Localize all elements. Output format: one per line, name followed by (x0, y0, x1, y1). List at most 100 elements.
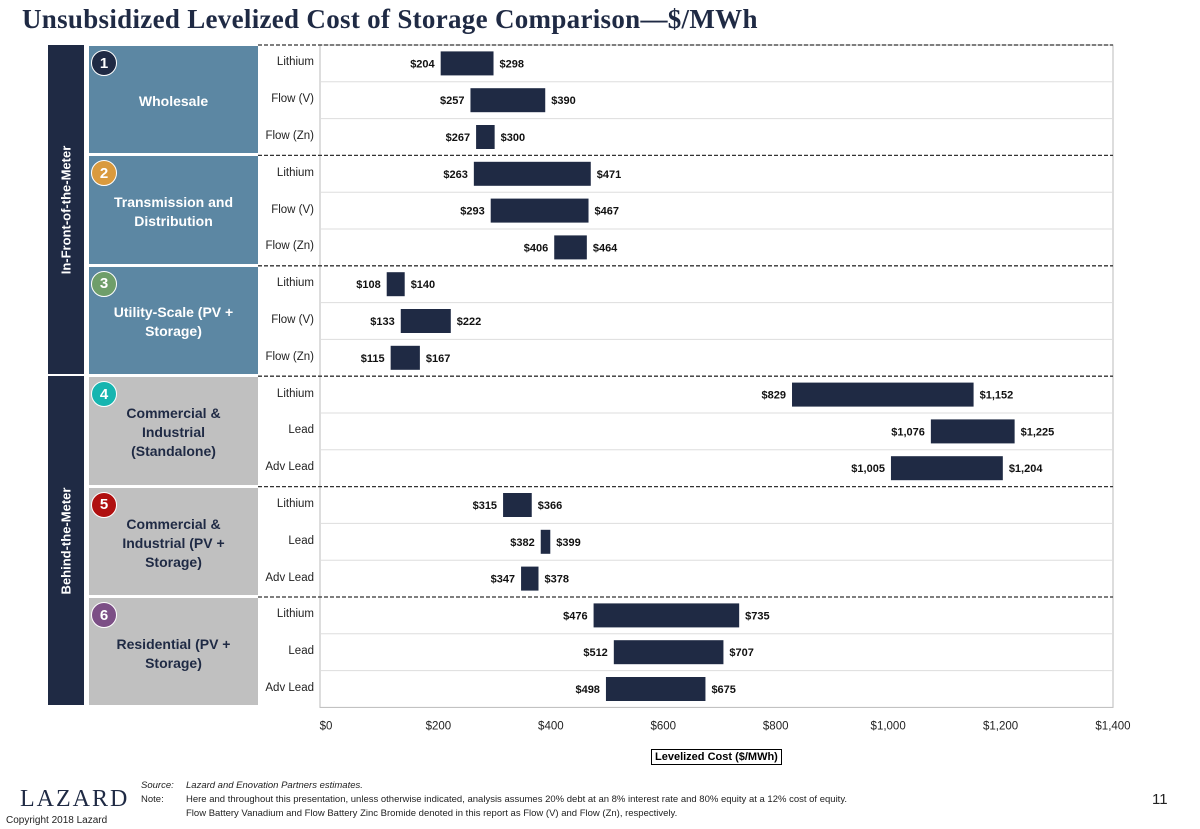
category-number-badge: 1 (91, 50, 117, 76)
range-bar (390, 345, 420, 370)
row-label: Lead (288, 534, 314, 547)
range-bar (473, 161, 591, 186)
high-value-label: $675 (711, 684, 735, 696)
category-label: Utility-Scale (PV + Storage) (113, 304, 234, 340)
range-bar (605, 677, 706, 701)
range-bar (521, 566, 539, 591)
high-value-label: $298 (500, 58, 524, 70)
category-number-badge: 3 (91, 270, 117, 297)
range-bar (476, 125, 495, 149)
x-tick-label: $1,000 (871, 720, 906, 732)
high-value-label: $1,152 (980, 390, 1014, 402)
category-box: 3 Utility-Scale (PV + Storage) (89, 266, 258, 375)
category-number-badge: 4 (91, 381, 117, 408)
row-label: Lithium (276, 608, 314, 621)
high-value-label: $735 (745, 610, 769, 622)
high-value-label: $222 (457, 316, 481, 328)
low-value-label: $829 (762, 390, 786, 402)
row-label: Lead (288, 645, 314, 658)
high-value-label: $390 (551, 95, 575, 107)
low-value-label: $263 (443, 169, 467, 181)
segment-label-bar: Behind-the-Meter (48, 376, 84, 706)
low-value-label: $108 (356, 279, 380, 291)
low-value-label: $406 (524, 242, 548, 254)
low-value-label: $1,005 (851, 463, 885, 475)
row-label: Adv Lead (265, 682, 314, 694)
x-tick-label: $0 (320, 720, 333, 732)
category-label: Commercial & Industrial (PV + Storage) (122, 515, 225, 570)
range-bar (890, 456, 1003, 481)
range-bar (490, 198, 589, 223)
note-line-1: Here and throughout this presentation, u… (186, 794, 847, 805)
category-label: Residential (PV + Storage) (116, 635, 231, 671)
range-bar (554, 235, 587, 260)
high-value-label: $378 (544, 574, 568, 586)
low-value-label: $347 (491, 574, 515, 586)
page-number: 11 (1152, 791, 1168, 808)
high-value-label: $366 (538, 500, 562, 512)
note-line-2: Flow Battery Vanadium and Flow Battery Z… (186, 808, 678, 819)
category-box: 1 Wholesale (89, 46, 258, 154)
source-label: Source: (141, 780, 174, 791)
page-title: Unsubsidized Levelized Cost of Storage C… (22, 4, 758, 34)
lcos-chart: $204 $298 $257 $390 $267 $300 $263 $471 $293 $467… (258, 44, 1131, 732)
x-axis-label: Levelized Cost ($/MWh) (651, 749, 782, 765)
segment-label-bar: In-Front-of-the-Meter (48, 45, 84, 375)
row-label: Flow (V) (271, 93, 314, 106)
category-number-badge: 5 (91, 491, 117, 518)
row-label: Lithium (276, 277, 314, 290)
x-tick-label: $800 (763, 720, 789, 732)
x-tick-label: $600 (650, 720, 676, 732)
low-value-label: $267 (446, 132, 470, 144)
low-value-label: $115 (361, 353, 385, 365)
low-value-label: $476 (563, 610, 587, 622)
range-bar (440, 51, 494, 76)
range-bar (540, 529, 551, 554)
category-box: 2 Transmission and Distribution (89, 156, 258, 264)
row-label: Flow (Zn) (265, 350, 314, 363)
row-label: Adv Lead (265, 571, 314, 584)
low-value-label: $204 (410, 58, 435, 70)
category-label: Commercial & Industrial (Standalone) (126, 405, 221, 460)
high-value-label: $707 (729, 647, 753, 659)
high-value-label: $467 (595, 206, 619, 218)
x-tick-label: $1,200 (983, 720, 1018, 732)
source-text: Lazard and Enovation Partners estimates. (186, 780, 363, 791)
range-bar (792, 382, 974, 407)
lazard-logo: LAZARD (20, 786, 130, 812)
high-value-label: $1,204 (1009, 463, 1044, 475)
high-value-label: $167 (426, 353, 450, 365)
note-label: Note: (141, 794, 164, 805)
low-value-label: $133 (370, 316, 394, 328)
high-value-label: $464 (593, 242, 618, 254)
range-bar (470, 88, 546, 113)
low-value-label: $257 (440, 95, 464, 107)
row-label: Lithium (276, 498, 314, 510)
low-value-label: $315 (473, 500, 497, 512)
category-box: 5 Commercial & Industrial (PV + Storage) (89, 487, 258, 595)
low-value-label: $512 (583, 647, 607, 659)
high-value-label: $399 (556, 537, 580, 549)
low-value-label: $293 (460, 206, 484, 218)
row-label: Flow (Zn) (265, 130, 314, 142)
range-bar (503, 493, 532, 517)
category-label: Wholesale (138, 93, 209, 110)
range-bar (930, 419, 1015, 444)
high-value-label: $300 (501, 132, 525, 144)
category-number-badge: 6 (91, 602, 117, 628)
row-label: Flow (Zn) (265, 240, 314, 253)
range-bar (400, 309, 451, 333)
x-tick-label: $200 (426, 720, 452, 732)
row-label: Lead (288, 424, 314, 437)
row-label: Lithium (276, 56, 314, 69)
low-value-label: $498 (575, 684, 599, 696)
high-value-label: $140 (411, 279, 435, 291)
category-label: Transmission and Distribution (113, 194, 234, 230)
row-label: Adv Lead (265, 461, 314, 474)
high-value-label: $471 (597, 169, 621, 181)
row-label: Lithium (276, 166, 314, 179)
range-bar (613, 640, 724, 665)
category-box: 4 Commercial & Industrial (Standalone) (89, 377, 258, 485)
category-box: 6 Residential (PV + Storage) (89, 598, 258, 706)
low-value-label: $382 (510, 537, 534, 549)
